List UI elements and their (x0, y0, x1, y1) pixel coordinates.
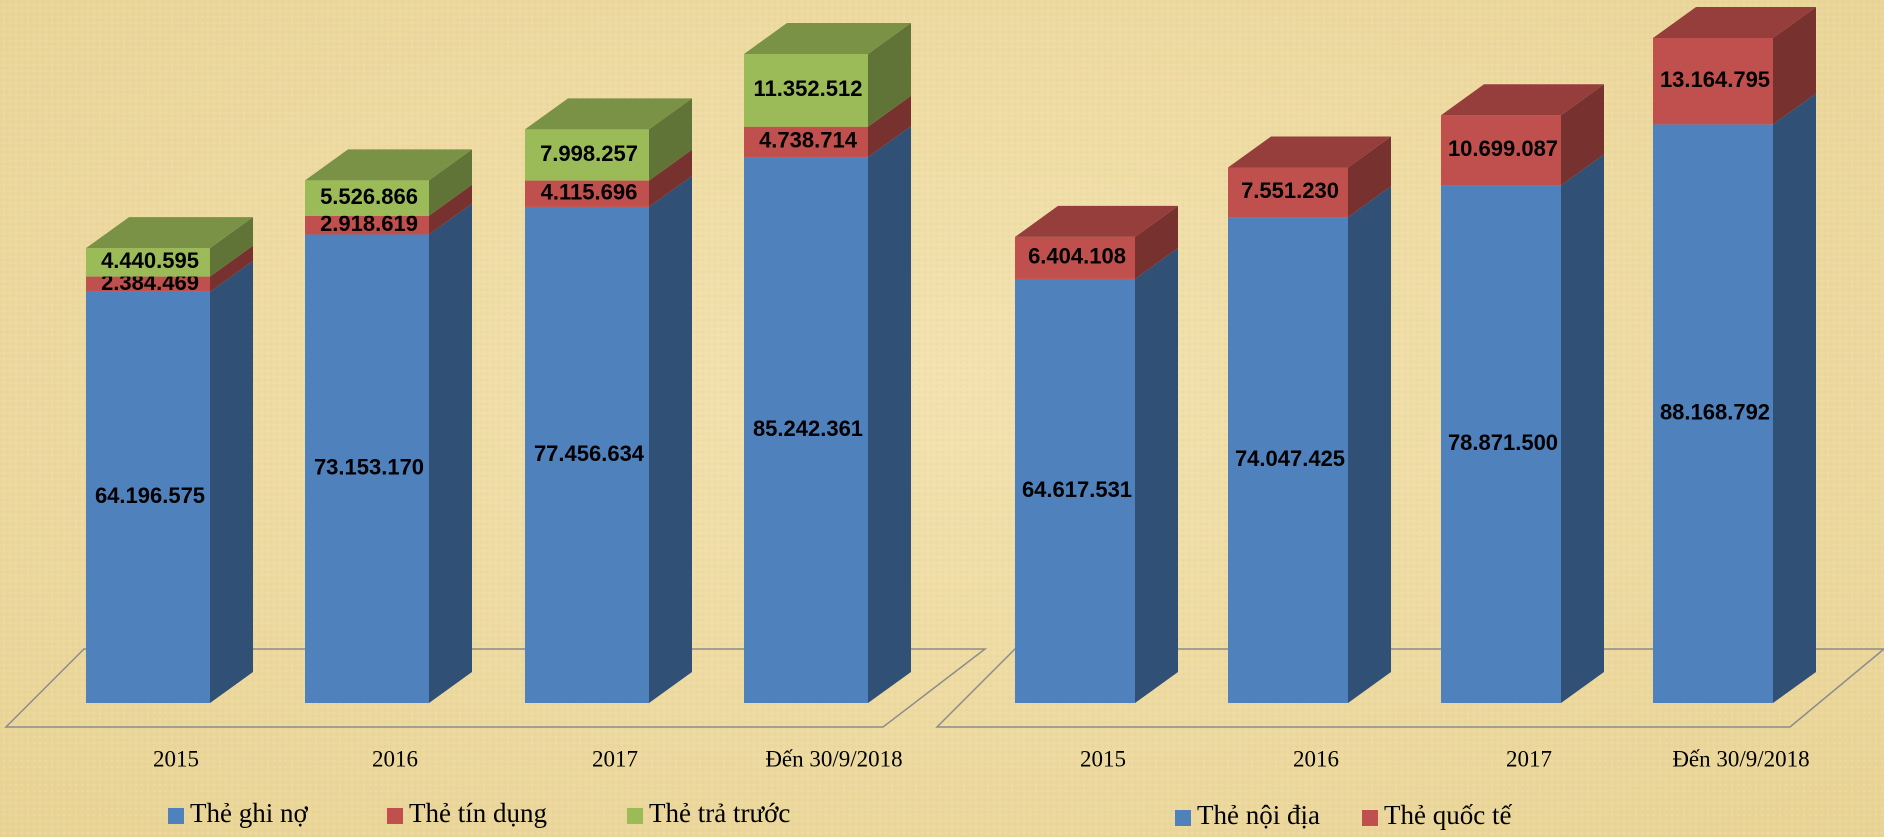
bar-side (868, 126, 911, 704)
value-label: 7.551.230 (1241, 178, 1339, 203)
value-label: 64.617.531 (1022, 477, 1132, 502)
bar-side (210, 217, 253, 277)
bar-segment (305, 215, 429, 235)
bar-segment (525, 180, 649, 207)
bar-side (868, 95, 911, 158)
value-label: 78.871.500 (1448, 430, 1558, 455)
x-tick-label: 2017 (592, 746, 638, 771)
bar-side (1561, 84, 1604, 186)
bar-side (1348, 136, 1391, 218)
bar-side (429, 203, 472, 703)
bar-segment (1015, 236, 1135, 279)
x-tick-label: 2016 (1293, 746, 1339, 771)
floor (4, 648, 988, 728)
bar-segment (744, 54, 868, 127)
bar-segment (305, 180, 429, 216)
bar-side (649, 149, 692, 207)
bar-segment (525, 129, 649, 181)
bar-side (429, 149, 472, 216)
value-label: 73.153.170 (314, 455, 424, 480)
value-label: 10.699.087 (1448, 136, 1558, 161)
bar-side (649, 98, 692, 181)
bar-segment (86, 276, 210, 292)
value-label: 77.456.634 (534, 441, 645, 466)
legend-swatch (387, 808, 403, 824)
value-label: 6.404.108 (1028, 244, 1126, 269)
x-tick-label: 2015 (1080, 746, 1126, 771)
x-tick-label: 2017 (1506, 746, 1552, 771)
bar-segment (305, 234, 429, 703)
bar-side (1773, 7, 1816, 125)
bar-side (1135, 247, 1178, 703)
legend-swatch (1175, 810, 1191, 826)
bar-segment (1015, 278, 1135, 703)
legend-swatch (1362, 810, 1378, 826)
floor (935, 648, 1884, 728)
bar-segment (744, 126, 868, 158)
bar-side (868, 23, 911, 127)
bar-top (305, 149, 472, 181)
x-tick-label: Đến 30/9/2018 (1672, 746, 1809, 771)
bar-side (210, 260, 253, 703)
bar-top (1015, 205, 1178, 237)
bar-top (1441, 84, 1604, 116)
x-tick-label: 2016 (372, 746, 418, 771)
value-label: 13.164.795 (1660, 67, 1770, 92)
bar-segment (1441, 185, 1561, 703)
bar-side (429, 184, 472, 235)
bar-segment (1653, 38, 1773, 125)
bar-segment (1441, 115, 1561, 186)
bar-top (525, 98, 692, 130)
x-tick-label: 2015 (153, 746, 199, 771)
bar-top (744, 23, 911, 54)
x-tick-label: Đến 30/9/2018 (765, 746, 902, 771)
value-label: 88.168.792 (1660, 400, 1770, 425)
legend-label: Thẻ ghi nợ (190, 798, 308, 828)
bar-top (1653, 7, 1816, 38)
bar-side (1348, 186, 1391, 703)
bar-side (210, 245, 253, 292)
bar-top (86, 217, 253, 249)
value-label: 74.047.425 (1235, 446, 1345, 471)
bar-side (1773, 93, 1816, 704)
bar-side (1135, 205, 1178, 279)
bar-segment (525, 206, 649, 704)
value-label: 7.998.257 (540, 141, 638, 166)
bar-segment (1228, 167, 1348, 218)
value-label: 85.242.361 (753, 416, 863, 441)
legend-swatch (627, 808, 643, 824)
value-label: 4.440.595 (101, 248, 199, 273)
bar-side (1561, 154, 1604, 703)
bar-top (1228, 136, 1391, 168)
bar-segment (744, 157, 868, 704)
value-label: 11.352.512 (754, 76, 863, 101)
bar-side (649, 175, 692, 704)
value-label: 5.526.866 (320, 184, 418, 209)
legend-label: Thẻ quốc tế (1384, 800, 1512, 830)
bar-segment (1653, 124, 1773, 704)
value-label: 4.115.696 (541, 180, 638, 205)
legend-swatch (168, 808, 184, 824)
bar-segment (86, 291, 210, 703)
value-label: 4.738.714 (759, 128, 858, 153)
bar-segment (1228, 217, 1348, 703)
legend-label: Thẻ tín dụng (409, 798, 547, 828)
legend-label: Thẻ trả trước (649, 798, 790, 828)
legend-label: Thẻ nội địa (1197, 800, 1320, 830)
value-label: 64.196.575 (95, 483, 205, 508)
bar-segment (86, 248, 210, 277)
